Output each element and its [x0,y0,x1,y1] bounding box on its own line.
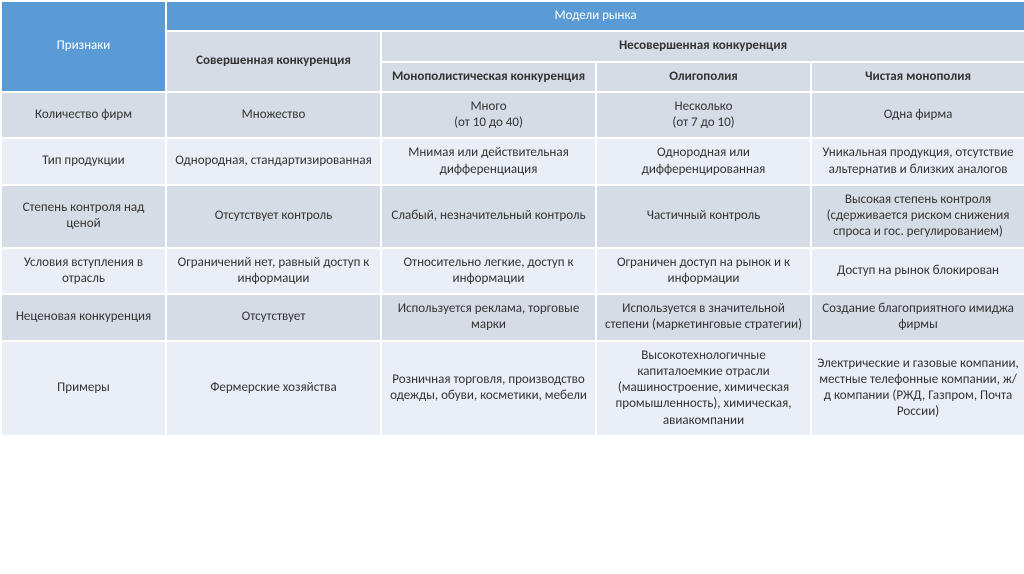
header-models: Модели рынка [166,1,1024,31]
cell: Доступ на рынок блокирован [811,248,1024,295]
header-perfect-competition: Совершенная конкуренция [166,31,381,92]
cell: Несколько(от 7 до 10) [596,92,811,139]
cell: Частичный контроль [596,185,811,248]
cell: Высокотехнологичные капиталоемкие отрасл… [596,341,811,436]
cell: Одна фирма [811,92,1024,139]
header-imperfect-competition: Несовершенная конкуренция [381,31,1024,61]
cell: Электрические и газовые компании, местны… [811,341,1024,436]
row-label: Условия вступления в отрасль [1,248,166,295]
cell: Используется реклама, торговые марки [381,294,596,341]
cell: Однородная, стандартизированная [166,138,381,185]
cell: Слабый, незначительный контроль [381,185,596,248]
cell: Отсутствует контроль [166,185,381,248]
header-features: Признаки [1,1,166,92]
cell: Относительно легкие, доступ к информации [381,248,596,295]
cell: Розничная торговля, производство одежды,… [381,341,596,436]
cell: Ограничен доступ на рынок и к информации [596,248,811,295]
table-row: Условия вступления в отрасль Ограничений… [1,248,1024,295]
cell: Ограничений нет, равный доступ к информа… [166,248,381,295]
row-label: Количество фирм [1,92,166,139]
header-monopolistic: Монополистическая конкуренция [381,62,596,92]
market-models-table: Признаки Модели рынка Совершенная конкур… [0,0,1024,437]
table-row: Тип продукции Однородная, стандартизиров… [1,138,1024,185]
table-row: Степень контроля над ценой Отсутствует к… [1,185,1024,248]
row-label: Примеры [1,341,166,436]
table-row: Неценовая конкуренция Отсутствует Исполь… [1,294,1024,341]
cell: Используется в значительной степени (мар… [596,294,811,341]
table-row: Количество фирм Множество Много(от 10 до… [1,92,1024,139]
cell: Мнимая или действительная дифференциация [381,138,596,185]
cell: Фермерские хозяйства [166,341,381,436]
cell: Создание благоприятного имиджа фирмы [811,294,1024,341]
cell: Много(от 10 до 40) [381,92,596,139]
cell: Уникальная продукция, отсутствие альтерн… [811,138,1024,185]
cell: Однородная или дифференцированная [596,138,811,185]
cell: Высокая степень контроля (сдерживается р… [811,185,1024,248]
cell: Отсутствует [166,294,381,341]
row-label: Тип продукции [1,138,166,185]
row-label: Степень контроля над ценой [1,185,166,248]
cell: Множество [166,92,381,139]
table-row: Примеры Фермерские хозяйства Розничная т… [1,341,1024,436]
header-monopoly: Чистая монополия [811,62,1024,92]
row-label: Неценовая конкуренция [1,294,166,341]
header-oligopoly: Олигополия [596,62,811,92]
